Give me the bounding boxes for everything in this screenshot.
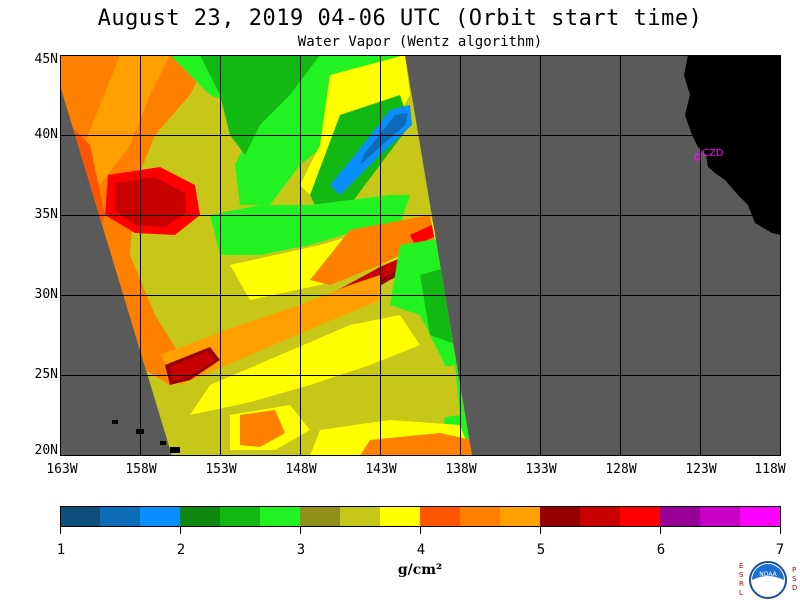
colorbar-segment bbox=[300, 506, 341, 526]
lon-label-148w: 148W bbox=[285, 462, 317, 477]
lat-label-20n: 20N bbox=[34, 443, 58, 458]
colorbar-segment bbox=[180, 506, 221, 526]
logo-letter-e: E bbox=[739, 562, 743, 570]
colorbar-segment bbox=[460, 506, 501, 526]
noaa-esrl-psd-logo: NOAA E S R L P S D bbox=[739, 561, 797, 599]
colorbar-segment bbox=[540, 506, 581, 526]
colorbar-tick-2: 2 bbox=[176, 542, 186, 558]
water-vapor-map: CZD bbox=[60, 55, 781, 456]
logo-letter-r: R bbox=[739, 580, 744, 588]
colorbar-segment bbox=[220, 506, 261, 526]
colorbar-segment bbox=[620, 506, 661, 526]
colorbar-segment bbox=[700, 506, 741, 526]
lat-label-25n: 25N bbox=[34, 367, 58, 382]
lat-label-40n: 40N bbox=[34, 127, 58, 142]
colorbar-segment bbox=[580, 506, 621, 526]
colorbar-segment bbox=[140, 506, 181, 526]
lon-label-153w: 153W bbox=[205, 462, 237, 477]
page-subtitle: Water Vapor (Wentz algorithm) bbox=[297, 34, 543, 50]
station-czd-label: CZD bbox=[702, 148, 724, 159]
colorbar-segment bbox=[420, 506, 461, 526]
colorbar-segment bbox=[660, 506, 701, 526]
colorbar-segment bbox=[380, 506, 421, 526]
colorbar-tick-3: 3 bbox=[296, 542, 306, 558]
lon-label-123w: 123W bbox=[685, 462, 717, 477]
lon-label-138w: 138W bbox=[445, 462, 477, 477]
lat-label-35n: 35N bbox=[34, 207, 58, 222]
colorbar-segment bbox=[100, 506, 141, 526]
lat-lon-grid bbox=[60, 55, 781, 456]
colorbar bbox=[60, 506, 781, 534]
lon-label-133w: 133W bbox=[525, 462, 557, 477]
logo-letter-d: D bbox=[792, 584, 797, 592]
page-title: August 23, 2019 04-06 UTC (Orbit start t… bbox=[97, 6, 703, 31]
satellite-swath bbox=[60, 55, 472, 456]
colorbar-tick-6: 6 bbox=[656, 542, 666, 558]
lon-label-143w: 143W bbox=[365, 462, 397, 477]
coastline-land bbox=[684, 55, 781, 235]
colorbar-tick-7: 7 bbox=[775, 542, 785, 558]
logo-letter-l: L bbox=[739, 589, 743, 597]
lon-label-128w: 128W bbox=[605, 462, 637, 477]
colorbar-tick-4: 4 bbox=[416, 542, 426, 558]
colorbar-tick-1: 1 bbox=[56, 542, 66, 558]
colorbar-segment bbox=[340, 506, 381, 526]
logo-center-text: NOAA bbox=[759, 571, 777, 578]
lon-label-158w: 158W bbox=[125, 462, 157, 477]
logo-letter-s2: S bbox=[792, 575, 797, 583]
colorbar-tick-5: 5 bbox=[536, 542, 546, 558]
logo-letter-p: P bbox=[792, 566, 796, 574]
lon-label-163w: 163W bbox=[46, 462, 78, 477]
lat-label-45n: 45N bbox=[34, 52, 58, 67]
colorbar-segment bbox=[740, 506, 781, 526]
lon-label-118w: 118W bbox=[754, 462, 786, 477]
lat-label-30n: 30N bbox=[34, 287, 58, 302]
colorbar-units: g/cm² bbox=[397, 562, 443, 578]
colorbar-segment bbox=[500, 506, 541, 526]
colorbar-segment bbox=[60, 506, 101, 526]
logo-letter-s: S bbox=[739, 571, 744, 579]
colorbar-segment bbox=[260, 506, 301, 526]
